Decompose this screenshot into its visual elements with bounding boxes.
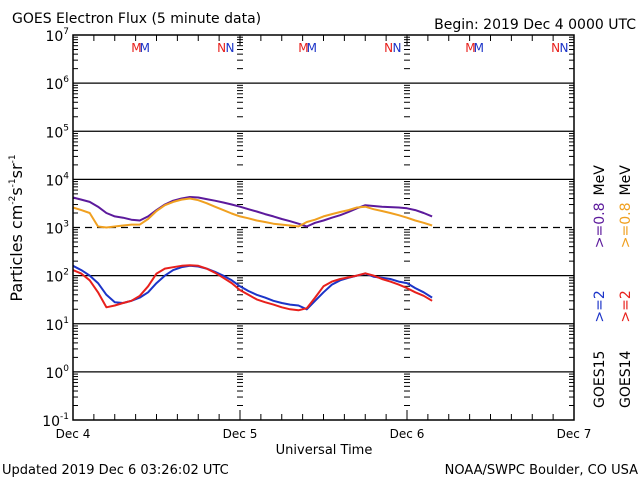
y-tick-base: 10	[45, 270, 63, 286]
event-marker: N	[225, 41, 234, 55]
x-tick-labels: Dec 4 Dec 5 Dec 6 Dec 7	[56, 427, 592, 441]
event-markers: MM N N MM N N MM N N	[131, 41, 568, 55]
y-tick-base: 10	[45, 77, 63, 93]
y-tick-label: 106	[45, 75, 69, 93]
legend-gap	[592, 195, 608, 202]
plot-frame	[72, 34, 575, 421]
y-tick-label: 103	[45, 220, 69, 238]
y-tick-base: 10	[45, 366, 63, 382]
event-marker: M	[131, 41, 141, 55]
y-label-exp1: -2	[8, 196, 18, 205]
legend-goes15: GOES15 >=2 >=0.8 MeV	[592, 165, 608, 408]
event-marker: N	[384, 41, 393, 55]
y-tick-label: 10-1	[42, 412, 69, 430]
y-tick-base: 10	[45, 125, 63, 141]
data-series	[72, 196, 433, 312]
legend-entry: >=0.8	[592, 202, 608, 248]
legend-gap	[592, 323, 608, 351]
y-tick-label: 107	[45, 27, 69, 45]
credit-label: NOAA/SWPC Boulder, CO USA	[445, 463, 638, 478]
series-goes14-0-8-mev	[72, 197, 433, 229]
legend-entry: >=0.8	[618, 202, 634, 248]
legend-text: GOES15 >=2 >=0.8 MeV	[592, 165, 608, 408]
svg-text:Particles cm-2s-1sr-1: Particles cm-2s-1sr-1	[7, 154, 26, 301]
updated-timestamp: Updated 2019 Dec 6 03:26:02 UTC	[2, 463, 229, 478]
legend-entry: GOES14	[618, 350, 634, 408]
event-marker: M	[465, 41, 475, 55]
y-tick-label: 100	[45, 364, 69, 382]
y-tick-exp: 2	[63, 268, 69, 278]
y-label-base: Particles cm	[7, 205, 26, 302]
y-tick-base: 10	[45, 173, 63, 189]
legend-entry: GOES15	[592, 351, 608, 408]
y-tick-exp: -1	[60, 412, 69, 422]
y-tick-label: 105	[45, 123, 69, 141]
x-tick-label: Dec 4	[56, 427, 91, 441]
event-marker: N	[559, 41, 568, 55]
event-marker: M	[298, 41, 308, 55]
begin-label: Begin: 2019 Dec 4 0000 UTC	[434, 17, 636, 33]
event-marker: M	[307, 41, 317, 55]
legend-gap	[618, 195, 634, 202]
chart-title: GOES Electron Flux (5 minute data)	[12, 11, 261, 27]
event-marker: M	[474, 41, 484, 55]
legend-entry: MeV	[618, 165, 634, 196]
y-tick-exp: 1	[63, 316, 69, 326]
x-tick-label: Dec 7	[557, 427, 592, 441]
legend-gap	[618, 323, 634, 351]
x-axis-label: Universal Time	[276, 443, 373, 458]
legend-text: GOES14 >=2 >=0.8 MeV	[618, 165, 634, 408]
y-tick-exp: 4	[63, 171, 69, 181]
legend-goes14: GOES14 >=2 >=0.8 MeV	[618, 165, 634, 408]
y-label-sr: sr	[7, 163, 26, 178]
y-tick-exp: 7	[63, 27, 69, 37]
grid-lines	[73, 82, 574, 373]
series-goes15-0-8-mev	[72, 196, 433, 228]
y-tick-base: 10	[45, 318, 63, 334]
x-tick-label: Dec 6	[390, 427, 425, 441]
y-tick-base: 10	[42, 414, 60, 430]
y-axis-label: Particles cm-2s-1sr-1	[7, 154, 26, 301]
legend-entry: MeV	[592, 165, 608, 196]
y-label-exp2: -1	[8, 178, 18, 187]
y-tick-label: 102	[45, 268, 69, 286]
legend-entry: >=2	[592, 290, 608, 322]
y-label-exp3: -1	[8, 154, 18, 163]
y-tick-label: 101	[45, 316, 69, 334]
event-marker: N	[551, 41, 560, 55]
y-label-s: s	[7, 187, 26, 195]
y-tick-label: 104	[45, 171, 69, 189]
legend-gap	[592, 248, 608, 290]
event-marker: M	[140, 41, 150, 55]
y-tick-base: 10	[45, 29, 63, 45]
legend-gap	[618, 248, 634, 290]
y-tick-exp: 5	[63, 123, 69, 133]
y-tick-base: 10	[45, 222, 63, 238]
x-tick-label: Dec 5	[223, 427, 258, 441]
event-marker: N	[392, 41, 401, 55]
series-goes14-2-mev	[72, 264, 433, 312]
y-tick-exp: 0	[63, 364, 69, 374]
y-tick-exp: 6	[63, 75, 69, 85]
y-tick-exp: 3	[63, 220, 69, 230]
legend-entry: >=2	[618, 290, 634, 322]
event-marker: N	[217, 41, 226, 55]
